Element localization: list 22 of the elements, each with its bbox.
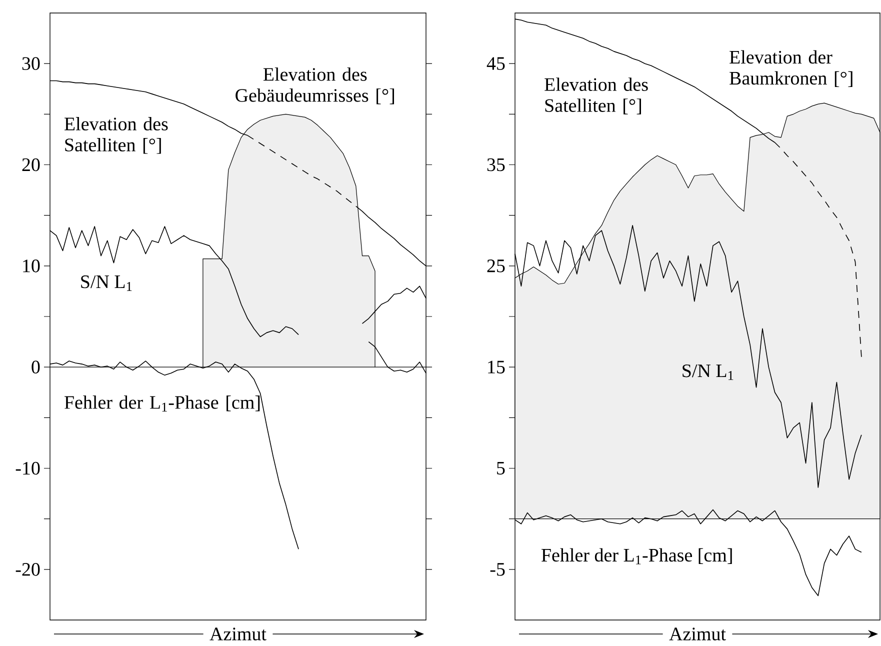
series-label: Fehler der L$_{1}$-Phase [cm] [64, 396, 260, 412]
series-label: S/N L$_{1}$ [682, 364, 734, 380]
legend-label: Fehler der L$_{1}$-Phase [cm] [542, 548, 732, 564]
y-tick-label: 45 [486, 57, 505, 70]
y-tick-label: 35 [487, 158, 505, 172]
y-tick-label: 20 [22, 158, 40, 172]
y-tick-label: 15 [488, 360, 505, 374]
legend-label: Elevation des Satelliten [°] [64, 117, 168, 154]
series-label: Elevation des Gebäudeumrisses [°] [236, 67, 394, 104]
series-label: S/N L$_{1}$ [81, 275, 132, 291]
y-tick-label: 0 [32, 360, 40, 374]
x-axis-title: Azimut [669, 628, 726, 640]
y-tick-label: 30 [22, 57, 40, 70]
y-tick-label: 25 [487, 260, 505, 272]
y-tick-label: -5 [490, 563, 505, 576]
series-label: Elevation der Baumkronen [°] [730, 50, 852, 87]
series-label: Elevation des Satelliten [°] [544, 78, 648, 114]
y-tick-label: 5 [497, 462, 505, 475]
y-tick-label: -10 [16, 462, 40, 475]
y-tick-label: -20 [16, 563, 40, 576]
y-tick-label: 10 [23, 260, 40, 272]
x-axis-title: Azimut [210, 628, 266, 640]
